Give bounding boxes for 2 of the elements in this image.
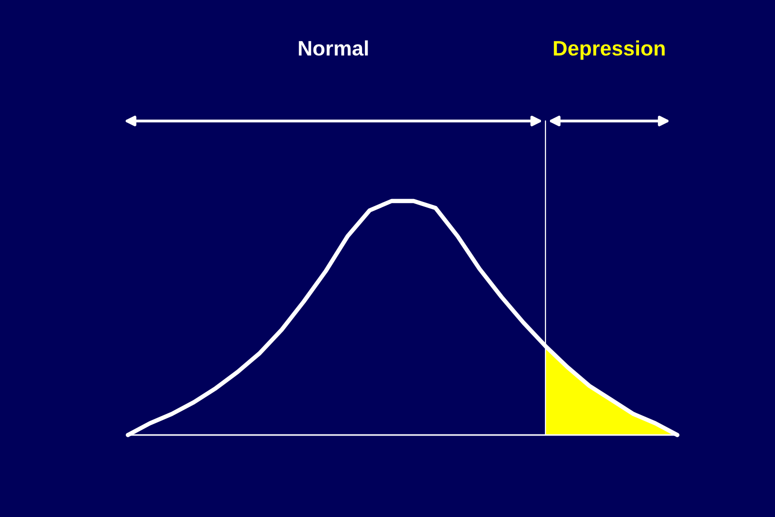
text: Normal xyxy=(298,40,368,56)
text: Depression xyxy=(554,40,665,60)
